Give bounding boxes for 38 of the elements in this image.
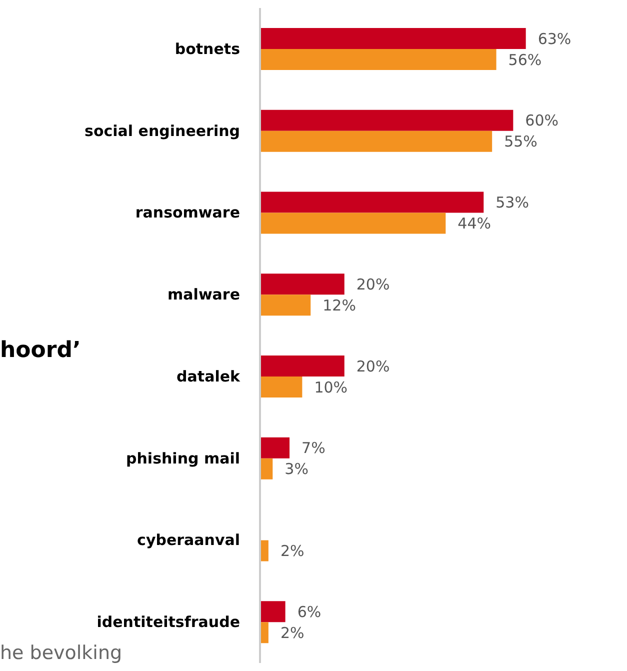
bar (260, 130, 492, 152)
text: hoord’ (0, 338, 81, 363)
y-tick-label: identiteitsfraude (96, 613, 240, 632)
bar (260, 601, 286, 622)
data-label: 3% (284, 460, 308, 478)
data-label: 56% (508, 50, 542, 69)
bar (260, 376, 302, 398)
data-label: 20% (356, 357, 390, 376)
data-label: 6% (297, 602, 322, 621)
bar (260, 28, 526, 49)
bar (260, 356, 344, 376)
data-label: 20% (356, 275, 390, 294)
data-label: 55% (504, 132, 538, 151)
bar (260, 458, 273, 480)
data-label: 2% (280, 624, 304, 642)
data-label: 53% (496, 194, 529, 212)
data-label: 2% (280, 542, 304, 560)
bar (260, 110, 514, 131)
y-tick-label: datalek (176, 367, 242, 386)
bar (260, 49, 496, 70)
bar (260, 437, 290, 458)
data-label: 44% (458, 214, 492, 233)
y-tick-label: botnets (174, 40, 240, 58)
bar (260, 294, 311, 316)
y-tick-label: malware (168, 286, 240, 304)
bar (260, 274, 344, 295)
y-tick-label: phishing mail (126, 449, 240, 468)
bar (260, 212, 446, 234)
y-tick-label: ransomware (135, 204, 240, 222)
bar (260, 192, 484, 213)
data-label: 12% (322, 296, 356, 314)
text: he bevolking (0, 642, 122, 664)
y-tick-label: social engineering (84, 122, 240, 140)
data-label: 7% (302, 439, 326, 458)
data-label: 60% (525, 112, 559, 130)
data-label: 63% (538, 30, 572, 48)
data-label: 10% (314, 378, 348, 396)
y-tick-label: cyberaanval (137, 531, 240, 550)
